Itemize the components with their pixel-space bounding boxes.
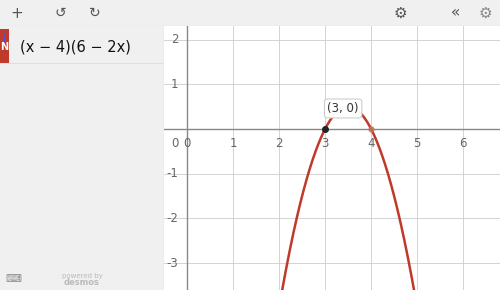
Text: 5: 5 [414,137,421,150]
Text: -2: -2 [166,212,178,225]
Text: powered by: powered by [62,273,102,280]
Text: ↻: ↻ [89,6,101,20]
Text: 4: 4 [368,137,375,150]
Text: N: N [0,42,8,52]
Text: 2: 2 [276,137,283,150]
Text: 1: 1 [1,34,6,43]
Text: (3, 0): (3, 0) [328,102,359,115]
Text: (x − 4)(6 − 2x): (x − 4)(6 − 2x) [20,40,130,55]
Text: 1: 1 [171,78,178,91]
Text: 3: 3 [322,137,329,150]
Text: 6: 6 [460,137,467,150]
Text: 2: 2 [171,33,178,46]
Text: 1: 1 [230,137,237,150]
Text: «: « [450,6,460,21]
Text: -1: -1 [166,167,178,180]
Text: 0: 0 [184,137,190,150]
Text: desmos: desmos [64,278,100,287]
FancyBboxPatch shape [0,29,9,63]
Text: ⚙: ⚙ [393,6,407,21]
Text: -3: -3 [167,257,178,270]
Text: 0: 0 [171,137,178,150]
Text: +: + [10,6,23,21]
Text: ↺: ↺ [54,6,66,20]
Text: ⌨: ⌨ [5,274,21,284]
Text: ⚙: ⚙ [478,6,492,21]
